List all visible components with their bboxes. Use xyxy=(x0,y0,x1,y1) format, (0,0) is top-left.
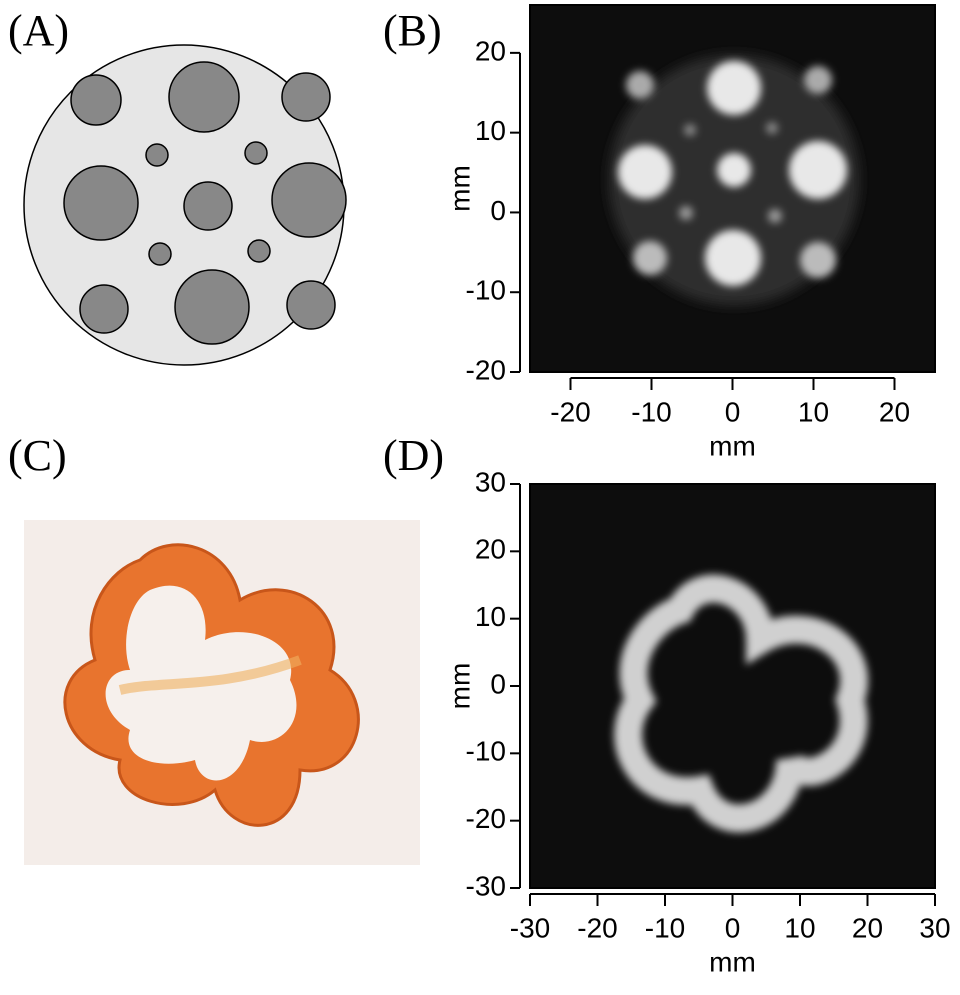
y-tick-label: 20 xyxy=(475,35,506,66)
x-tick-label: 0 xyxy=(725,396,741,427)
x-tick-label: 0 xyxy=(725,912,741,943)
x-tick-label: -10 xyxy=(631,396,671,427)
y-tick-label: 0 xyxy=(490,195,506,226)
pepper-image xyxy=(530,484,935,888)
pepper-photo xyxy=(24,520,420,865)
y-tick-label: -10 xyxy=(466,736,506,767)
x-tick-label: 30 xyxy=(919,912,950,943)
x-tick-label: 10 xyxy=(798,396,829,427)
phantom-image xyxy=(530,5,935,372)
y-tick-label: -20 xyxy=(466,354,506,385)
panel-label: (C) xyxy=(8,431,67,480)
y-tick-label: -20 xyxy=(466,803,506,834)
panel-label: (A) xyxy=(8,6,69,55)
x-tick-label: -10 xyxy=(645,912,685,943)
x-tick-label: -20 xyxy=(577,912,617,943)
x-tick-label: -30 xyxy=(510,912,550,943)
x-tick-label: 10 xyxy=(784,912,815,943)
y-tick-label: -10 xyxy=(466,275,506,306)
phantom-diagram xyxy=(24,45,346,365)
x-tick-label: -20 xyxy=(550,396,590,427)
x-tick-label: 20 xyxy=(852,912,883,943)
y-axis-label: mm xyxy=(444,663,475,710)
y-tick-label: -30 xyxy=(466,870,506,901)
y-tick-label: 30 xyxy=(475,466,506,497)
panel-label: (D) xyxy=(383,431,444,480)
x-axis-label: mm xyxy=(709,430,756,461)
y-tick-label: 20 xyxy=(475,534,506,565)
x-axis-label: mm xyxy=(709,946,756,977)
y-tick-label: 0 xyxy=(490,668,506,699)
x-tick-label: 20 xyxy=(879,396,910,427)
y-tick-label: 10 xyxy=(475,115,506,146)
panel-label: (B) xyxy=(383,6,442,55)
y-tick-label: 10 xyxy=(475,601,506,632)
figure: (A) (B) -20 -10 0 10 20 -20 -10 0 10 20 mm mm (C) (D) -3… xyxy=(0,0,960,995)
y-axis-label: mm xyxy=(444,165,475,212)
